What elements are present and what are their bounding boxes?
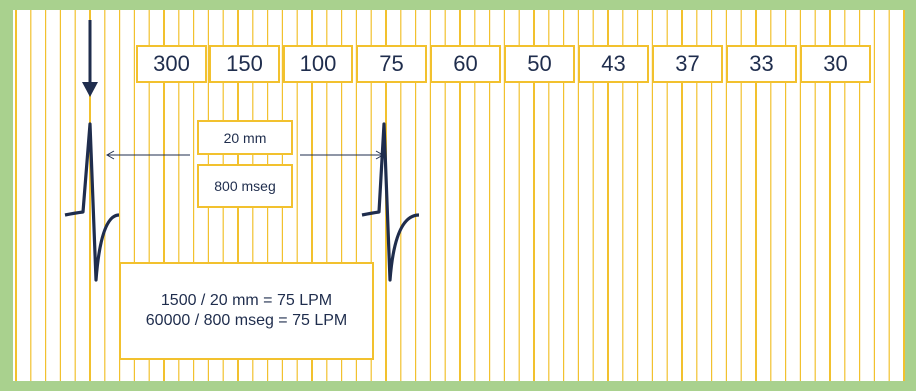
rate-label: 300: [153, 51, 190, 76]
time-label: 800 mseg: [214, 178, 276, 194]
ecg-paper: 300 150 100 75 60 50 43 37 33 30 20 mm: [13, 10, 905, 381]
rate-box-75: 75: [356, 45, 427, 83]
qrs-complex-2: [361, 122, 420, 282]
formula-line-2: 60000 / 800 mseg = 75 LPM: [145, 312, 348, 329]
time-box: 800 mseg: [197, 164, 293, 208]
qrs-complex-1: [64, 122, 120, 282]
distance-box: 20 mm: [197, 120, 293, 155]
rate-label: 30: [823, 51, 848, 76]
distance-label: 20 mm: [223, 129, 267, 146]
rate-box-43: 43: [578, 45, 649, 83]
rate-label: 60: [453, 51, 478, 76]
formula-box: 1500 / 20 mm = 75 LPM 60000 / 800 mseg =…: [119, 262, 374, 360]
rate-label: 37: [675, 51, 700, 76]
rate-box-30: 30: [800, 45, 871, 83]
rate-label: 33: [749, 51, 774, 76]
rate-box-33: 33: [726, 45, 797, 83]
rate-label: 43: [601, 51, 626, 76]
formula-line-1: 1500 / 20 mm = 75 LPM: [160, 292, 333, 309]
interval-arrow-left-head: [105, 150, 115, 160]
interval-arrow-right-head: [375, 150, 385, 160]
rate-box-150: 150: [209, 45, 280, 83]
rate-label: 100: [299, 51, 337, 76]
rate-label: 150: [226, 51, 263, 76]
rate-box-60: 60: [430, 45, 501, 83]
ecg-overlay: [64, 20, 420, 282]
rate-box-100: 100: [283, 45, 353, 83]
rate-label: 50: [527, 51, 552, 76]
marker-arrow-head: [82, 82, 98, 97]
rate-box-37: 37: [652, 45, 723, 83]
rate-box-50: 50: [504, 45, 575, 83]
rate-box-300: 300: [136, 45, 207, 83]
rate-label: 75: [379, 51, 404, 76]
